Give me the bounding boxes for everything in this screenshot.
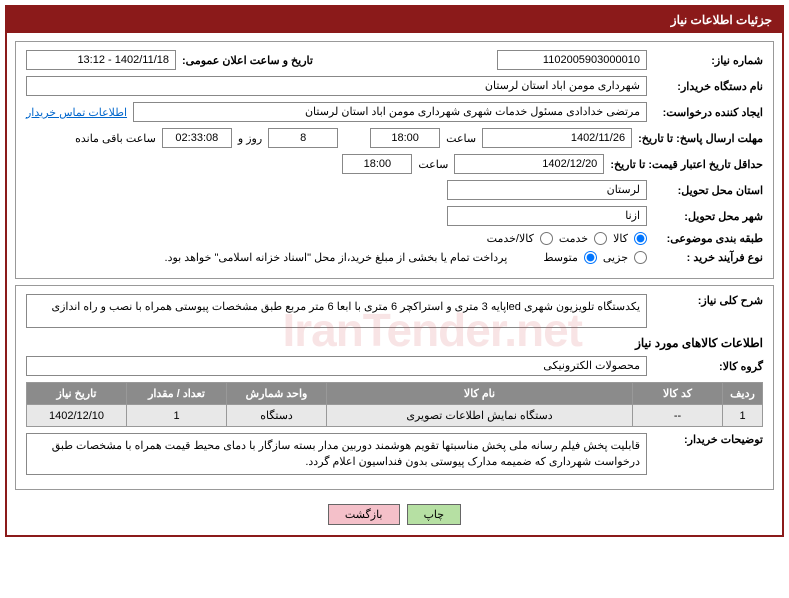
time-label-2: ساعت xyxy=(418,158,448,171)
number-label: شماره نیاز: xyxy=(653,54,763,67)
buyer-notes-label: توضیحات خریدار: xyxy=(653,433,763,446)
details-panel: شرح کلی نیاز: یکدستگاه تلویزیون شهری led… xyxy=(15,285,774,490)
radio-gs-label: کالا/خدمت xyxy=(487,232,534,245)
print-button[interactable]: چاپ xyxy=(407,504,462,525)
validity-time: 18:00 xyxy=(342,154,412,174)
city-label: شهر محل تحویل: xyxy=(653,210,763,223)
desc-label: شرح کلی نیاز: xyxy=(653,294,763,307)
th-row: ردیف xyxy=(723,383,763,405)
number-value: 1102005903000010 xyxy=(497,50,647,70)
cell-qty: 1 xyxy=(127,405,227,427)
cell-unit: دستگاه xyxy=(227,405,327,427)
items-table: ردیف کد کالا نام کالا واحد شمارش تعداد /… xyxy=(26,382,763,427)
th-name: نام کالا xyxy=(327,383,633,405)
radio-service: خدمت xyxy=(559,232,607,245)
buyer-value: شهرداری مومن اباد استان لرستان xyxy=(26,76,647,96)
panel-header: جزئیات اطلاعات نیاز xyxy=(7,7,782,33)
remaining-time: 02:33:08 xyxy=(162,128,232,148)
remaining-text: ساعت باقی مانده xyxy=(75,132,156,145)
cell-needdate: 1402/12/10 xyxy=(27,405,127,427)
days-text: روز و xyxy=(238,132,262,145)
radio-medium-input[interactable] xyxy=(584,251,597,264)
announce-label: تاریخ و ساعت اعلان عمومی: xyxy=(182,54,313,67)
th-needdate: تاریخ نیاز xyxy=(27,383,127,405)
th-unit: واحد شمارش xyxy=(227,383,327,405)
radio-goods: کالا xyxy=(613,232,647,245)
group-label: گروه کالا: xyxy=(653,360,763,373)
payment-note: پرداخت تمام یا بخشی از مبلغ خرید،از محل … xyxy=(165,251,512,264)
province-value: لرستان xyxy=(447,180,647,200)
radio-service-label: خدمت xyxy=(559,232,588,245)
th-code: کد کالا xyxy=(633,383,723,405)
creator-value: مرتضی خدادادی مسئول خدمات شهری شهرداری م… xyxy=(133,102,647,122)
province-label: استان محل تحویل: xyxy=(653,184,763,197)
back-button[interactable]: بازگشت xyxy=(328,504,400,525)
info-panel: شماره نیاز: 1102005903000010 تاریخ و ساع… xyxy=(15,41,774,279)
deadline-date: 1402/11/26 xyxy=(482,128,632,148)
radio-service-input[interactable] xyxy=(594,232,607,245)
time-label-1: ساعت xyxy=(446,132,476,145)
radio-goods-input[interactable] xyxy=(634,232,647,245)
radio-partial: جزیی xyxy=(603,251,647,264)
category-label: طبقه بندی موضوعی: xyxy=(653,232,763,245)
cell-code: -- xyxy=(633,405,723,427)
radio-medium-label: متوسط xyxy=(543,251,578,264)
items-title: اطلاعات کالاهای مورد نیاز xyxy=(26,336,763,350)
validity-date: 1402/12/20 xyxy=(454,154,604,174)
radio-goods-service: کالا/خدمت xyxy=(487,232,553,245)
buyer-label: نام دستگاه خریدار: xyxy=(653,80,763,93)
announce-value: 1402/11/18 - 13:12 xyxy=(26,50,176,70)
cell-row: 1 xyxy=(723,405,763,427)
buyer-notes-value: قابلیت پخش فیلم رسانه ملی پخش مناسبتها ت… xyxy=(26,433,647,475)
purchase-type-label: نوع فرآیند خرید : xyxy=(653,251,763,264)
radio-medium: متوسط xyxy=(543,251,597,264)
footer: چاپ بازگشت xyxy=(15,496,774,527)
creator-label: ایجاد کننده درخواست: xyxy=(653,106,763,119)
validity-label: حداقل تاریخ اعتبار قیمت: تا تاریخ: xyxy=(610,158,763,171)
radio-partial-label: جزیی xyxy=(603,251,628,264)
days-value: 8 xyxy=(268,128,338,148)
cell-name: دستگاه نمایش اطلاعات تصویری xyxy=(327,405,633,427)
deadline-time: 18:00 xyxy=(370,128,440,148)
desc-value: یکدستگاه تلویزیون شهری ledپایه 3 متری و … xyxy=(26,294,647,328)
group-value: محصولات الکترونیکی xyxy=(26,356,647,376)
city-value: ازنا xyxy=(447,206,647,226)
radio-gs-input[interactable] xyxy=(540,232,553,245)
contact-link[interactable]: اطلاعات تماس خریدار xyxy=(26,106,127,119)
table-row: 1 -- دستگاه نمایش اطلاعات تصویری دستگاه … xyxy=(27,405,763,427)
th-qty: تعداد / مقدار xyxy=(127,383,227,405)
radio-partial-input[interactable] xyxy=(634,251,647,264)
radio-goods-label: کالا xyxy=(613,232,628,245)
header-title: جزئیات اطلاعات نیاز xyxy=(671,13,772,27)
deadline-label: مهلت ارسال پاسخ: تا تاریخ: xyxy=(638,132,763,145)
